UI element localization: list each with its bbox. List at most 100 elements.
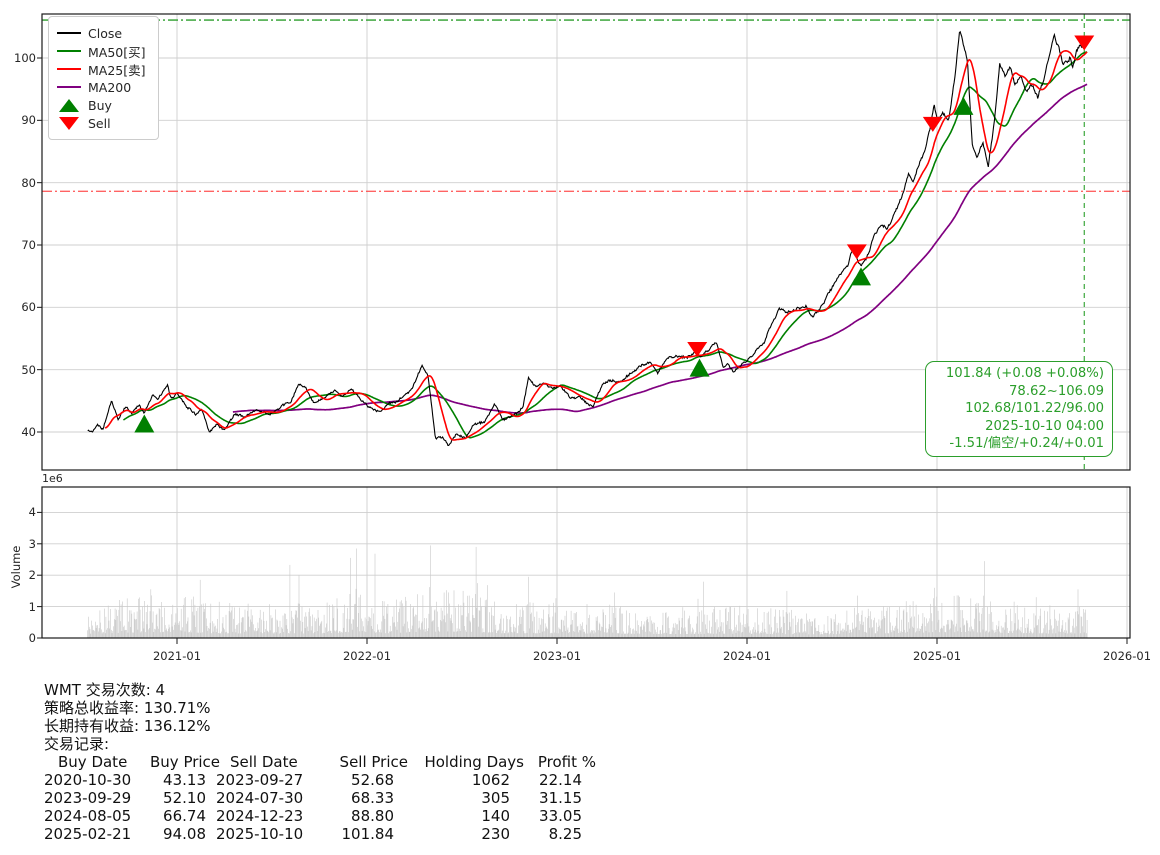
sell-marker xyxy=(687,341,708,357)
trade-cell: 68.33 xyxy=(351,789,394,807)
legend: Close MA50[买] MA25[卖] MA200 Buy Sell xyxy=(48,16,159,140)
trade-col-header: Sell Date xyxy=(230,753,298,771)
trade-cell: 52.68 xyxy=(351,771,394,789)
buy-marker xyxy=(134,414,155,433)
legend-item-label: Sell xyxy=(88,115,111,131)
sell-marker xyxy=(1074,35,1095,51)
annotation-last-price: 101.84 (+0.08 +0.08%) xyxy=(945,366,1104,381)
trade-cell: 43.13 xyxy=(163,771,206,789)
legend-item: MA25[卖] xyxy=(57,61,146,78)
legend-item-label: MA50[买] xyxy=(88,44,146,60)
trade-cell: 2024-12-23 xyxy=(216,807,304,825)
buy-marker xyxy=(953,96,974,115)
trade-cell: 94.08 xyxy=(163,825,206,843)
legend-item-label: MA200 xyxy=(88,79,132,95)
buy-marker xyxy=(851,267,871,286)
trade-cell: 101.84 xyxy=(341,825,395,843)
volume-y-tick-label: 0 xyxy=(28,631,36,645)
trade-cell: 140 xyxy=(481,807,510,825)
trade-table-row: 2020-10-30 43.13 2023-09-27 52.68 1062 22.14 xyxy=(44,771,596,789)
volume-panel-border xyxy=(41,486,1131,639)
volume-chart xyxy=(37,486,1131,644)
x-tick-label: 2021-01 xyxy=(152,649,202,663)
sell-marker xyxy=(846,244,867,260)
trade-col-header: Profit % xyxy=(537,753,596,771)
trade-cell: 2024-08-05 xyxy=(44,807,132,825)
trade-col-header: Buy Date xyxy=(58,753,128,771)
price-grid xyxy=(42,14,1130,470)
x-tick-label: 2026-01 xyxy=(1102,649,1152,663)
price-y-tick-label: 100 xyxy=(14,51,36,65)
close-line xyxy=(87,30,1088,446)
legend-item: MA200 xyxy=(57,79,146,95)
x-tick-label: 2022-01 xyxy=(342,649,392,663)
trade-table-header: Buy Date Buy Price Sell Date Sell Price Hold… xyxy=(44,753,596,771)
volume-axis-label: Volume xyxy=(9,545,23,589)
legend-item: Close xyxy=(57,25,146,41)
volume-scale-label: 1e6 xyxy=(42,472,63,485)
trade-cell: 2024-07-30 xyxy=(216,789,304,807)
annotation-datetime: 2025-10-10 04:00 xyxy=(985,418,1104,434)
price-chart xyxy=(37,13,1131,471)
trade-cell: 33.05 xyxy=(539,807,582,825)
trade-cell: 52.10 xyxy=(163,789,206,807)
trade-col-header: Sell Price xyxy=(339,753,408,771)
trade-table: Buy Date Buy Price Sell Date Sell Price Hold… xyxy=(44,753,596,843)
price-y-tick-label: 80 xyxy=(21,175,36,190)
trade-table-row: 2024-08-05 66.74 2024-12-23 88.80 140 33.05 xyxy=(44,807,596,825)
trade-cell: 2025-10-10 xyxy=(216,825,304,843)
summary-block: WMT 交易次数: 4 策略总收益率: 130.71% 长期持有收益: 136.… xyxy=(44,681,596,843)
x-tick-label: 2024-01 xyxy=(722,649,772,663)
trade-cell: 31.15 xyxy=(539,789,582,807)
trade-markers xyxy=(134,35,1095,433)
trade-cell: 230 xyxy=(481,825,510,843)
trade-cell: 88.80 xyxy=(351,807,394,825)
volume-y-tick-label: 1 xyxy=(28,599,36,614)
trade-cell: 1062 xyxy=(471,771,510,789)
annotation-range: 78.62~106.09 xyxy=(1009,383,1104,399)
trade-cell: 8.25 xyxy=(548,825,582,843)
trade-table-row: 2023-09-29 52.10 2024-07-30 68.33 305 31.15 xyxy=(44,789,596,807)
legend-line-swatch xyxy=(57,32,81,34)
legend-line-swatch xyxy=(57,68,81,70)
volume-grid xyxy=(42,487,1130,639)
sell-triangle-icon xyxy=(57,116,81,131)
x-tick-label: 2025-01 xyxy=(912,649,962,663)
summary-strategy-return: 策略总收益率: 130.71% xyxy=(44,699,211,717)
annotation-ma-values: 102.68/101.22/96.00 xyxy=(965,401,1104,417)
trade-col-header: Holding Days xyxy=(424,753,524,771)
trade-cell: 305 xyxy=(481,789,510,807)
price-panel-border xyxy=(41,13,1131,471)
trade-cell: 2023-09-29 xyxy=(44,789,132,807)
legend-item: MA50[买] xyxy=(57,43,146,60)
trade-cell: 22.14 xyxy=(539,771,582,789)
trade-col-header: Buy Price xyxy=(150,753,221,771)
volume-bars xyxy=(87,545,1088,639)
price-y-tick-label: 40 xyxy=(21,424,36,439)
summary-records-label: 交易记录: xyxy=(44,735,110,753)
volume-y-tick-label: 4 xyxy=(28,505,36,520)
ma200-line xyxy=(232,83,1088,414)
price-y-tick-label: 90 xyxy=(21,113,36,128)
sell-marker xyxy=(922,116,943,132)
volume-y-tick-label: 3 xyxy=(28,536,36,551)
price-y-tick-label: 60 xyxy=(21,300,36,315)
trade-cell: 2023-09-27 xyxy=(216,771,304,789)
trade-cell: 2020-10-30 xyxy=(44,771,132,789)
volume-y-tick-label: 2 xyxy=(28,568,36,583)
buy-triangle-icon xyxy=(57,98,81,113)
ma25-line xyxy=(104,49,1088,441)
legend-line-swatch xyxy=(57,86,81,88)
legend-item-label: Buy xyxy=(88,97,112,113)
legend-item: Sell xyxy=(57,115,146,131)
trade-cell: 66.74 xyxy=(163,807,206,825)
price-y-tick-label: 50 xyxy=(21,362,36,377)
legend-item: Buy xyxy=(57,97,146,113)
legend-item-label: MA25[卖] xyxy=(88,62,146,78)
trade-cell: 2025-02-21 xyxy=(44,825,132,843)
trade-table-row: 2025-02-21 94.08 2025-10-10 101.84 230 8.25 xyxy=(44,825,596,843)
summary-trades-count: WMT 交易次数: 4 xyxy=(44,681,166,699)
summary-hold-return: 长期持有收益: 136.12% xyxy=(44,717,211,735)
legend-line-swatch xyxy=(57,50,81,52)
